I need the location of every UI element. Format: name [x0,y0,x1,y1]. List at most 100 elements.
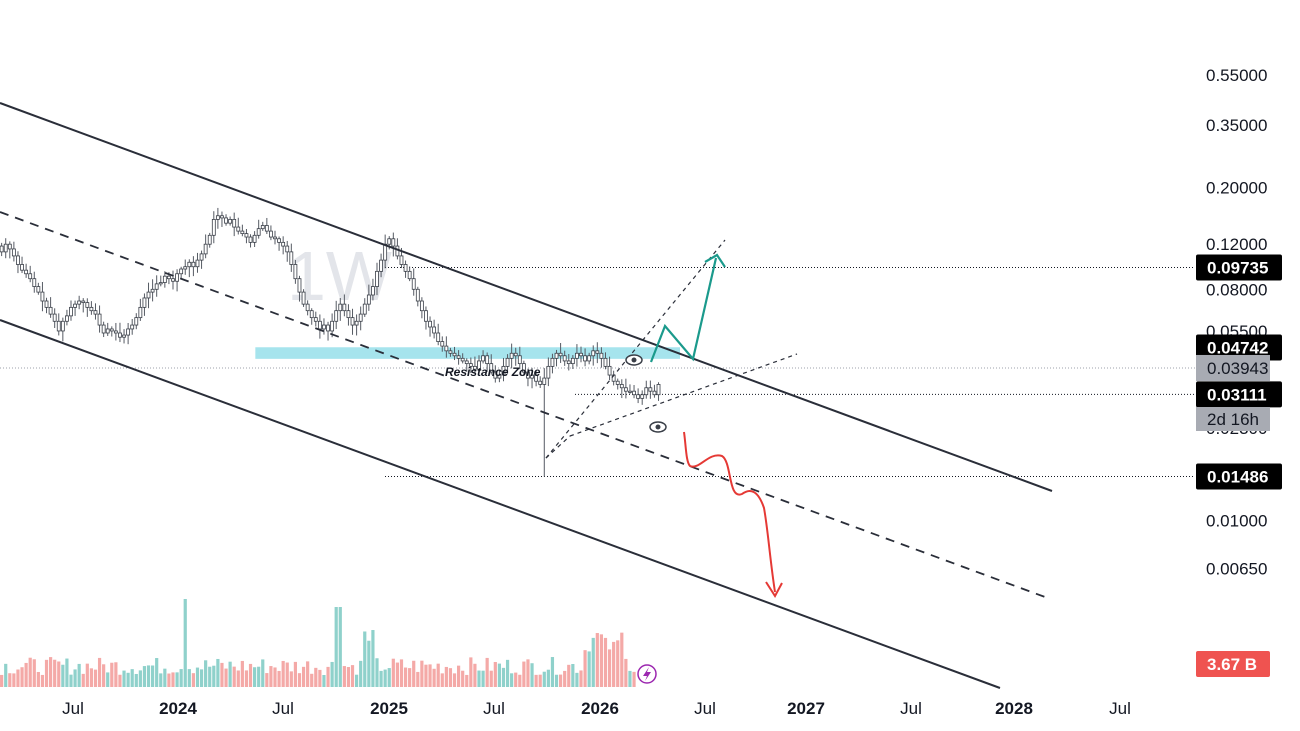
candle-body [150,288,155,293]
volume-bar [20,667,24,687]
candle-body [607,365,612,376]
volume-bar [277,670,281,687]
volume-bar [32,659,36,687]
volume-bar [322,674,326,687]
candle-body [464,360,469,365]
volume-bar [371,630,375,687]
candle-body [550,357,555,367]
candle-body [277,238,281,243]
volume-bar [175,672,179,687]
candle-body [513,352,518,357]
volume-bar [444,666,448,687]
candle-body [424,310,428,322]
volume-bar [191,673,195,687]
candle-body [195,259,200,268]
bearish-projection-path [683,431,776,593]
volume-bar [204,660,208,687]
volume-bar [77,663,81,687]
candle-body [371,286,375,296]
candle-body [366,294,371,305]
candle-body [579,352,583,357]
volume-bar [261,659,265,687]
volume-bar [293,661,297,687]
candle-body [415,288,420,302]
eye-icon[interactable] [649,421,667,433]
lightning-icon[interactable] [637,664,657,684]
volume-bar [477,670,481,687]
candle-body [448,350,453,354]
wedge-base-line [545,435,571,459]
channel-lower-line [0,319,1001,689]
volume-bar [554,674,559,687]
volume-bar [220,662,224,687]
volume-bar [387,668,391,687]
candle-body [134,317,139,326]
candle-body [40,291,45,302]
volume-bar [130,669,134,687]
candle-body [289,251,294,265]
candle-body [309,310,314,319]
y-tick-label: 0.08000 [1206,280,1267,299]
candle-body [595,350,600,354]
candle-body [240,230,245,235]
volume-bar [44,659,49,687]
candle-body [228,218,233,224]
volume-bar [216,658,220,687]
volume-bar [61,664,65,687]
volume-bar [465,674,469,687]
candle-body [252,234,257,243]
candle-body [530,374,534,379]
price-axis[interactable]: 0.550000.350000.200000.120000.080000.055… [1206,66,1267,579]
eye-icon[interactable] [625,354,643,366]
time-axis[interactable]: Jul 2024 Jul 2025 Jul 2026 Jul 2027 Jul 2028 Jul [62,699,1131,718]
candle-body [591,350,596,357]
volume-bar [257,666,261,687]
candle-body [501,365,506,376]
volume-bar [473,663,477,687]
x-tick-label: 2027 [787,699,825,718]
candle-body [81,300,86,303]
candle-body [297,278,302,293]
candle-body [432,326,437,334]
volume-bar [550,657,555,687]
candle-body [146,291,151,299]
volume-bar [85,663,89,687]
price-level-badge: 0.09735 [1196,254,1282,281]
candle-body [162,275,167,283]
candle-body [485,355,490,365]
channel-middle-line [0,211,1046,598]
candle-body [399,255,404,265]
volume-bar [583,650,587,687]
volume-bar [346,667,351,687]
candle-body [11,248,16,257]
candle-body [652,390,657,396]
volume-bar [81,673,85,687]
y-tick-label: 0.12000 [1206,235,1267,254]
candle-body [171,278,175,282]
candle-body [113,330,118,334]
volume-bar [591,637,595,687]
candle-body [566,360,571,365]
current-price-badge: 0.03943 [1196,354,1270,381]
candle-body [587,355,592,362]
candle-body [428,320,432,328]
volume-bar [110,662,114,687]
volume-bar [526,659,530,687]
candle-body [632,390,636,396]
volume-bar [330,661,334,687]
candle-body [583,355,587,362]
candle-body [623,387,628,392]
volume-bar [114,662,118,687]
candle-body [599,352,604,359]
volume-bar [289,671,293,687]
eye-icons[interactable] [625,354,667,433]
x-tick-label: Jul [62,699,84,718]
candle-body [477,360,481,370]
candle-body [52,313,57,322]
candle-body [28,273,33,280]
volume-bar [505,659,510,687]
volume-bar [587,651,591,687]
volume-bar [118,674,122,687]
candle-body [383,243,388,261]
